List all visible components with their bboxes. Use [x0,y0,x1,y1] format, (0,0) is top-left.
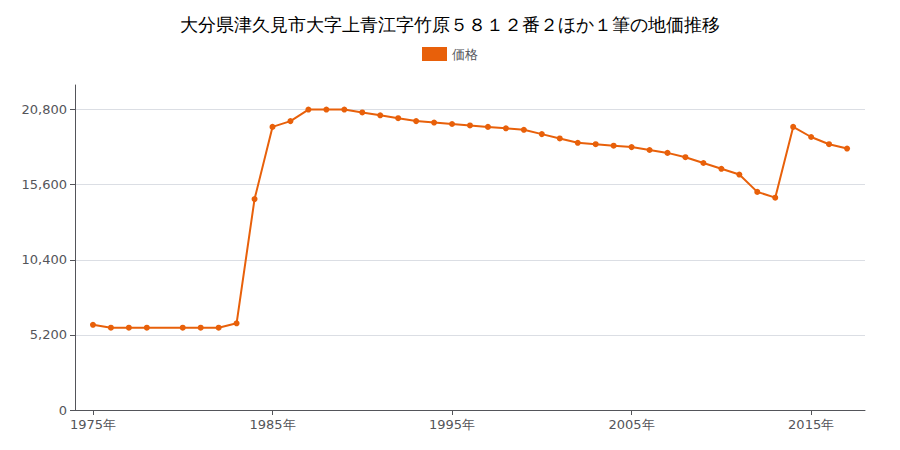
svg-text:10,400: 10,400 [22,252,68,267]
svg-text:1995年: 1995年 [429,417,475,432]
svg-text:1975年: 1975年 [70,417,116,432]
svg-text:価格: 価格 [452,47,478,62]
svg-text:15,600: 15,600 [22,177,68,192]
svg-text:1985年: 1985年 [249,417,295,432]
svg-text:0: 0 [59,403,67,418]
svg-text:5,200: 5,200 [30,327,67,342]
svg-text:大分県津久見市大字上青江字竹原５８１２番２ほか１筆の地価推移: 大分県津久見市大字上青江字竹原５８１２番２ほか１筆の地価推移 [180,14,720,35]
svg-text:20,800: 20,800 [22,102,68,117]
svg-text:2005年: 2005年 [609,417,655,432]
svg-text:2015年: 2015年 [788,417,834,432]
